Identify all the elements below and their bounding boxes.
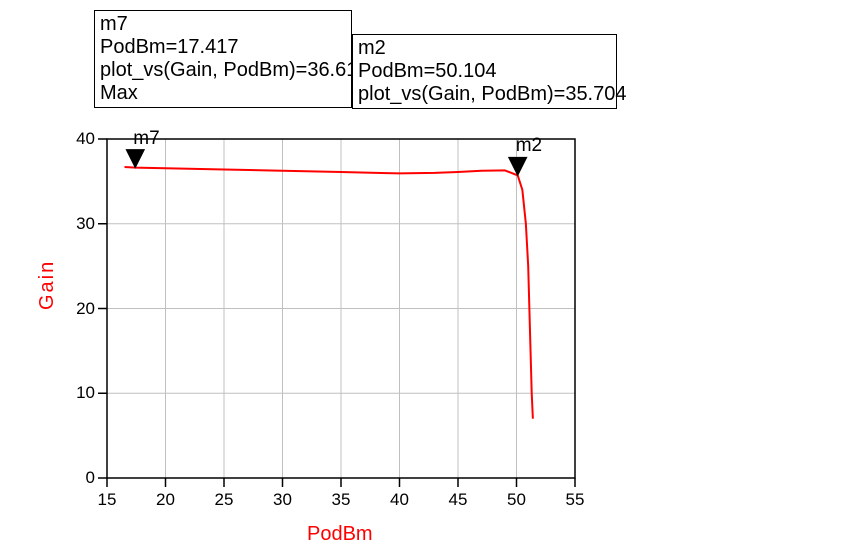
y-tick-label: 30 [67, 214, 95, 234]
x-tick-label: 30 [268, 490, 298, 510]
x-tick-label: 45 [443, 490, 473, 510]
y-tick-label: 10 [67, 383, 95, 403]
x-tick-label: 20 [151, 490, 181, 510]
y-tick-label: 20 [67, 299, 95, 319]
annotation-m2-line: m2 [358, 37, 611, 60]
x-axis-label: PodBm [307, 523, 373, 546]
annotation-m2: m2PodBm=50.104plot_vs(Gain, PodBm)=35.70… [352, 34, 617, 109]
y-tick-label: 40 [67, 129, 95, 149]
annotation-m7-line: Max [100, 82, 346, 105]
annotation-m7-line: plot_vs(Gain, PodBm)=36.617 [100, 59, 346, 82]
x-tick-label: 25 [209, 490, 239, 510]
annotation-m7-line: m7 [100, 13, 346, 36]
x-tick-label: 40 [385, 490, 415, 510]
y-axis-label: Gain [36, 260, 59, 310]
annotation-m2-line: plot_vs(Gain, PodBm)=35.704 [358, 83, 611, 106]
x-tick-label: 35 [326, 490, 356, 510]
marker-label-m7: m7 [133, 128, 159, 150]
annotation-m7: m7PodBm=17.417plot_vs(Gain, PodBm)=36.61… [94, 10, 352, 108]
annotation-m7-line: PodBm=17.417 [100, 36, 346, 59]
marker-label-m2: m2 [516, 135, 542, 157]
x-tick-label: 55 [560, 490, 590, 510]
annotation-m2-line: PodBm=50.104 [358, 60, 611, 83]
x-tick-label: 15 [92, 490, 122, 510]
x-tick-label: 50 [502, 490, 532, 510]
y-tick-label: 0 [67, 468, 95, 488]
